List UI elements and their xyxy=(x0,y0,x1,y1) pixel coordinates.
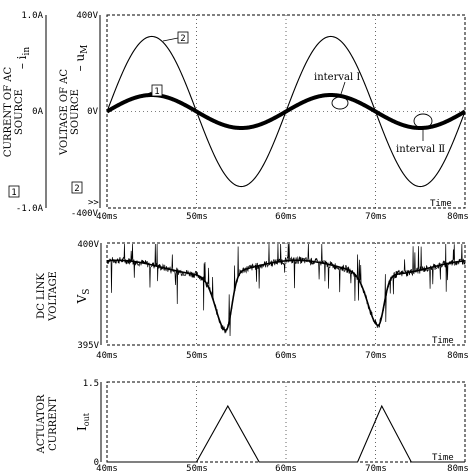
act-xtick-60: 60ms xyxy=(275,464,297,474)
dc-symbol: VS xyxy=(75,289,92,305)
current-axis-label: CURRENT OF AC SOURCE xyxy=(3,67,25,158)
dc-xtick-50: 50ms xyxy=(186,351,208,361)
legend-marker-box-2 xyxy=(71,181,83,194)
act-xtick-80: 80ms xyxy=(447,464,469,474)
legend-marker-2: 2 xyxy=(74,184,79,194)
series-marker-box-2 xyxy=(177,31,189,44)
series-group-dc xyxy=(106,244,466,336)
voltage-tick-bottom: -400V xyxy=(71,209,99,219)
series-marker-leader-1 xyxy=(135,91,153,100)
act-xtick-40: 40ms xyxy=(96,464,118,474)
act-symbol-text: Iout xyxy=(75,412,91,431)
ac-xtick-80: 80ms xyxy=(447,212,469,222)
dc-symbol-sub: S xyxy=(82,289,92,295)
series-marker-2: 2 xyxy=(180,34,185,44)
series-group-act xyxy=(107,404,465,463)
series-line-dc-mean xyxy=(106,259,466,332)
act-symbol-sub: out xyxy=(82,412,91,426)
act-xtick-50: 50ms xyxy=(186,464,208,474)
dc-xtick-80: 80ms xyxy=(447,351,469,361)
ac-xtick-50: 50ms xyxy=(186,212,208,222)
ac-time-label: Time xyxy=(430,199,452,209)
legend-marker-1: 1 xyxy=(11,188,16,198)
dc-xtick-70: 70ms xyxy=(365,351,387,361)
voltage-symbol-text: – uM xyxy=(73,45,90,72)
panel-dc-link: 400V 395V DC LINK VOLTAGE VS 40ms 50ms 6… xyxy=(36,240,469,361)
series-line-dc-noisy xyxy=(106,244,466,336)
current-label-line2: SOURCE xyxy=(14,89,25,135)
act-axis-label: ACTUATOR CURRENT xyxy=(36,394,59,454)
voltage-label-line2: SOURCE xyxy=(70,89,81,135)
dc-symbol-main: V xyxy=(75,294,89,304)
current-label-line1: CURRENT OF AC xyxy=(3,67,14,158)
interval-2-ellipse xyxy=(413,113,433,129)
ac-xtick-60: 60ms xyxy=(275,212,297,222)
dc-tick-bottom: 395V xyxy=(77,341,99,351)
voltage-tick-top: 400V xyxy=(76,11,98,21)
act-time-label: Time xyxy=(432,453,454,463)
act-label-line2: CURRENT xyxy=(48,397,59,451)
voltage-axis-arrows: >> xyxy=(88,198,99,208)
series-group-ac xyxy=(105,35,467,188)
ac-xtick-70: 70ms xyxy=(365,212,387,222)
voltage-axis-label: VOLTAGE OF AC SOURCE xyxy=(59,69,81,156)
act-tick-bottom: 0 xyxy=(94,458,99,468)
dc-label-line1: DC LINK xyxy=(36,273,47,319)
dc-axis-label: DC LINK VOLTAGE xyxy=(36,271,59,322)
panel-actuator: 1.5 0 ACTUATOR CURRENT Iout 40ms 50ms 60… xyxy=(36,379,469,474)
interval-1-leader xyxy=(339,81,346,98)
voltage-symbol: – uM xyxy=(73,45,90,72)
interval-1-ellipse xyxy=(331,96,349,110)
series-line-current xyxy=(105,92,467,131)
current-tick-bottom: -1.0A xyxy=(16,204,44,214)
dc-label-line2: VOLTAGE xyxy=(48,271,59,322)
dc-xtick-60: 60ms xyxy=(275,351,297,361)
series-marker-1: 1 xyxy=(154,87,159,97)
series-marker-leader-2 xyxy=(162,37,179,42)
dc-time-label: Time xyxy=(432,336,454,346)
dc-tick-top: 400V xyxy=(77,240,99,250)
voltage-symbol-main: – u xyxy=(73,54,87,72)
legend-marker-box-1 xyxy=(8,185,20,198)
grid-act xyxy=(196,382,376,462)
current-tick-zero: 0A xyxy=(32,107,43,117)
act-xtick-70: 70ms xyxy=(365,464,387,474)
panel-ac-source: 1.0A 0A -1.0A CURRENT OF AC SOURCE – iin… xyxy=(3,11,469,222)
series-line-actuator xyxy=(107,404,465,463)
series-marker-box-1 xyxy=(151,84,163,97)
voltage-label-line1: VOLTAGE OF AC xyxy=(59,69,70,156)
voltage-symbol-sub: M xyxy=(80,45,90,54)
act-symbol: Iout xyxy=(75,412,91,431)
act-label-line1: ACTUATOR xyxy=(36,394,47,454)
voltage-tick-zero: 0V xyxy=(87,107,98,117)
act-symbol-main: I xyxy=(75,426,89,431)
ac-xtick-40: 40ms xyxy=(96,212,118,222)
dc-xtick-40: 40ms xyxy=(96,351,118,361)
current-symbol-sub: in xyxy=(22,47,32,56)
current-symbol-text: – iin xyxy=(15,47,32,70)
interval-1-label: interval Ⅰ xyxy=(314,72,360,83)
current-tick-top: 1.0A xyxy=(21,11,43,21)
dc-symbol-text: VS xyxy=(75,289,92,305)
current-symbol: – iin xyxy=(15,47,32,70)
interval-2-label: interval Ⅱ xyxy=(396,144,445,155)
current-symbol-main: – i xyxy=(15,55,29,69)
act-tick-top: 1.5 xyxy=(83,379,99,389)
